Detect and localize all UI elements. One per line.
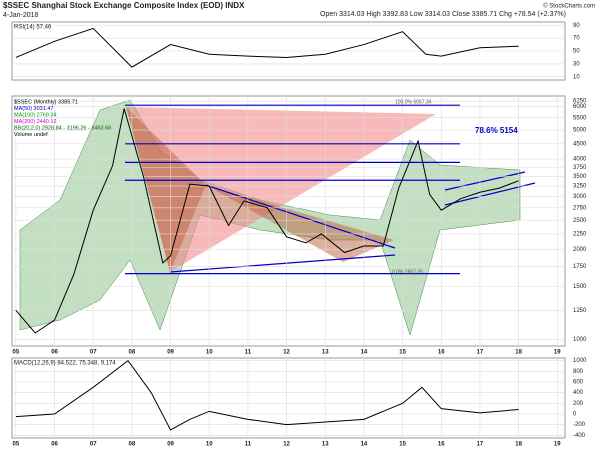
y-tick-label: 2500 bbox=[573, 218, 587, 224]
x-tick-label: 17 bbox=[477, 442, 484, 448]
y-tick-label: 200 bbox=[573, 401, 584, 407]
x-tick-label: 09 bbox=[167, 350, 174, 356]
data-line bbox=[15, 108, 519, 334]
y-tick-label: 30 bbox=[573, 61, 580, 67]
price-panel bbox=[11, 95, 566, 347]
harmonic-pattern bbox=[206, 185, 394, 262]
y-tick-label: 50 bbox=[573, 49, 580, 55]
x-tick-label: 19 bbox=[554, 350, 561, 356]
quote: Open 3314.03 High 3392.83 Low 3314.03 Cl… bbox=[320, 11, 566, 18]
x-tick-label: 09 bbox=[167, 442, 174, 448]
x-tick-label: 17 bbox=[477, 350, 484, 356]
y-tick-label: 1250 bbox=[573, 308, 587, 314]
y-tick-label: 0 bbox=[573, 412, 577, 418]
legend-entry: MA(100) 2769.34 bbox=[14, 112, 57, 118]
x-tick-label: 10 bbox=[206, 442, 213, 448]
x-tick-label: 13 bbox=[322, 442, 329, 448]
title: $SSEC Shanghai Stock Exchange Composite … bbox=[3, 1, 245, 10]
y-tick-label: 1750 bbox=[573, 264, 587, 270]
y-tick-label: 2750 bbox=[573, 205, 587, 211]
x-tick-label: 06 bbox=[51, 350, 58, 356]
data-line bbox=[15, 27, 519, 68]
annotation: 0.0% 1657.35 bbox=[392, 269, 423, 275]
legend-entry: MA(200) 2440.12 bbox=[14, 119, 57, 125]
x-tick-label: 12 bbox=[283, 350, 290, 356]
y-tick-label: 6250 bbox=[573, 99, 587, 105]
y-tick-label: 2250 bbox=[573, 231, 587, 237]
x-tick-label: 15 bbox=[399, 442, 406, 448]
y-tick-label: 4500 bbox=[573, 141, 587, 147]
y-tick-label: 1000 bbox=[573, 358, 587, 364]
x-tick-label: 10 bbox=[206, 350, 213, 356]
y-tick-label: 6000 bbox=[573, 104, 587, 110]
y-tick-label: 3750 bbox=[573, 165, 587, 171]
y-tick-label: 4000 bbox=[573, 157, 587, 163]
x-tick-label: 13 bbox=[322, 350, 329, 356]
x-tick-label: 07 bbox=[90, 350, 97, 356]
y-tick-label: -200 bbox=[573, 422, 586, 428]
y-tick-label: 3250 bbox=[573, 184, 587, 190]
y-tick-label: 70 bbox=[573, 36, 580, 42]
x-tick-label: 05 bbox=[13, 442, 20, 448]
macd-panel bbox=[11, 357, 566, 439]
legend-entry: Volume undef bbox=[14, 132, 48, 138]
trend-line bbox=[169, 254, 396, 273]
y-tick-label: 400 bbox=[573, 390, 584, 396]
panel-title: MACD(12,26,9) 84.522, 75.348, 9.174 bbox=[14, 361, 116, 367]
x-tick-label: 16 bbox=[438, 350, 445, 356]
y-tick-label: 600 bbox=[573, 380, 584, 386]
x-tick-label: 07 bbox=[90, 442, 97, 448]
y-tick-label: -400 bbox=[573, 433, 586, 439]
y-tick-label: 1000 bbox=[573, 337, 587, 343]
panel-title: RSI(14) 57.46 bbox=[14, 25, 52, 31]
x-tick-label: 18 bbox=[515, 350, 522, 356]
legend-entry: BB(20,2.0) 2928.84 - 3196.26 - 3463.68 bbox=[14, 125, 111, 131]
source: © StockCharts.com bbox=[543, 3, 595, 10]
trend-line bbox=[444, 182, 536, 206]
trend-line bbox=[444, 171, 526, 191]
y-tick-label: 3500 bbox=[573, 174, 587, 180]
x-tick-label: 08 bbox=[129, 442, 136, 448]
x-tick-label: 18 bbox=[515, 442, 522, 448]
annotation: 100.0% 6057.34 bbox=[395, 99, 432, 105]
y-tick-label: 3000 bbox=[573, 194, 587, 200]
y-tick-label: 800 bbox=[573, 369, 584, 375]
trend-line bbox=[205, 184, 396, 249]
x-tick-label: 12 bbox=[283, 442, 290, 448]
x-tick-label: 11 bbox=[245, 350, 252, 356]
harmonic-pattern bbox=[126, 107, 206, 272]
x-tick-label: 19 bbox=[554, 442, 561, 448]
y-tick-label: 10 bbox=[573, 74, 580, 80]
legend-entry: MA(50) 3031.47 bbox=[14, 106, 53, 112]
x-tick-label: 11 bbox=[245, 442, 252, 448]
y-tick-label: 5000 bbox=[573, 128, 587, 134]
data-line bbox=[15, 359, 519, 431]
x-tick-label: 14 bbox=[361, 442, 368, 448]
x-tick-label: 05 bbox=[13, 350, 20, 356]
x-tick-label: 06 bbox=[51, 442, 58, 448]
legend-entry: $SSEC (Monthly) 3385.71 bbox=[14, 99, 78, 105]
y-tick-label: 2000 bbox=[573, 247, 587, 253]
y-tick-label: 90 bbox=[573, 23, 580, 29]
harmonic-pattern bbox=[126, 107, 436, 272]
x-tick-label: 15 bbox=[399, 350, 406, 356]
annotation: 78.6% 5154 bbox=[475, 126, 518, 135]
date: 4-Jan-2018 bbox=[3, 12, 39, 19]
y-tick-label: 5500 bbox=[573, 115, 587, 121]
x-tick-label: 14 bbox=[361, 350, 368, 356]
x-tick-label: 08 bbox=[129, 350, 136, 356]
y-tick-label: 1500 bbox=[573, 284, 587, 290]
x-tick-label: 16 bbox=[438, 442, 445, 448]
